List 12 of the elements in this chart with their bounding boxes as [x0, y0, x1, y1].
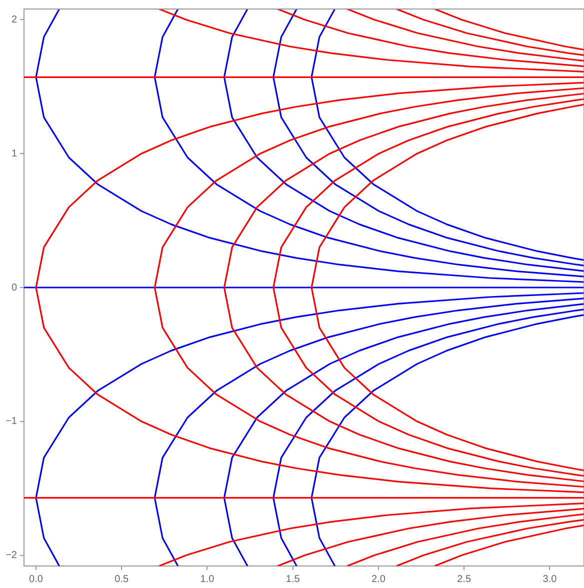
- x-tick-label: 2.0: [372, 574, 386, 585]
- x-tick-label: 2.5: [457, 574, 472, 585]
- y-tick-label: −2: [6, 550, 18, 562]
- y-tick-label: 0: [11, 282, 18, 294]
- y-tick-label: 2: [11, 14, 18, 26]
- x-tick-label: 0.5: [114, 574, 129, 585]
- y-tick-label: 1: [11, 148, 18, 160]
- x-tick-label: 1.5: [286, 574, 300, 585]
- x-tick-label: 1.0: [200, 574, 215, 585]
- x-tick-label: 3.0: [542, 574, 558, 585]
- x-tick-label: 0.0: [29, 574, 44, 585]
- y-tick-label: −1: [6, 416, 18, 428]
